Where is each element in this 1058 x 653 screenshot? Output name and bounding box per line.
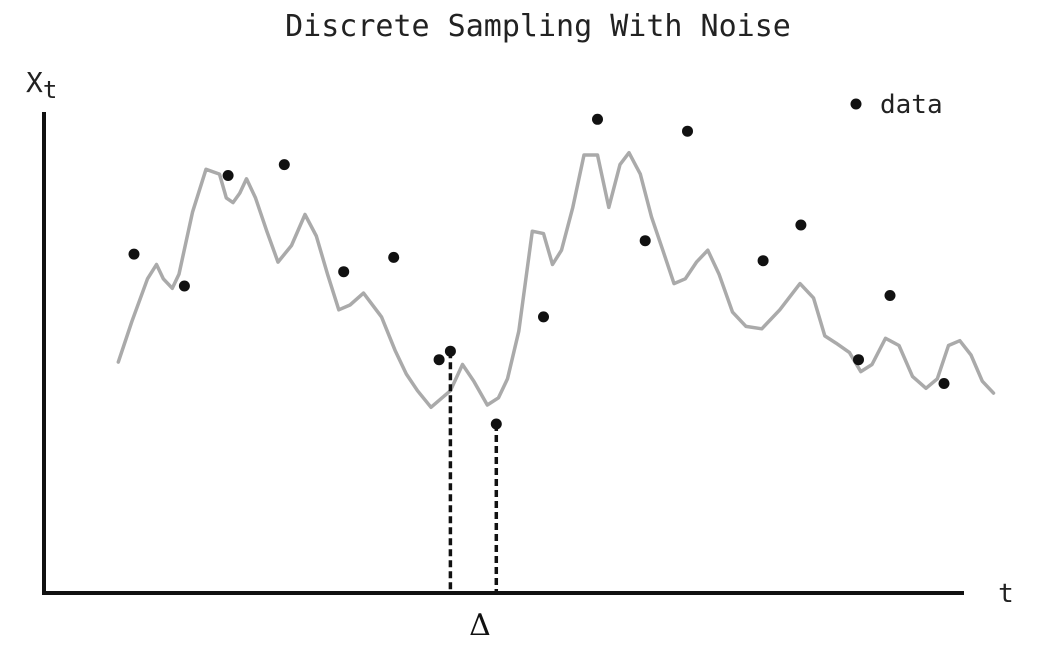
x-axis-label: t xyxy=(998,579,1014,609)
data-point xyxy=(682,125,693,137)
data-point xyxy=(278,159,290,171)
y-axis-label-base: X xyxy=(26,66,43,99)
data-point xyxy=(444,345,456,357)
delta-label: Δ xyxy=(469,608,491,643)
svg-text:Xt: Xt xyxy=(26,66,57,104)
process-layer xyxy=(116,150,996,410)
data-point xyxy=(884,290,896,301)
data-points xyxy=(128,113,950,430)
data-point xyxy=(128,248,140,260)
legend: data xyxy=(850,90,943,120)
y-axis-label-subscript: t xyxy=(43,76,57,104)
delta-annotation xyxy=(448,351,499,593)
data-point xyxy=(433,354,445,366)
legend-marker xyxy=(850,98,862,110)
data-point xyxy=(222,170,234,181)
chart-title: Discrete Sampling With Noise xyxy=(285,9,791,44)
data-point xyxy=(490,418,502,430)
data-point xyxy=(757,255,769,267)
process-line xyxy=(116,150,996,410)
data-point xyxy=(938,378,950,389)
y-axis-label: Xt xyxy=(26,66,57,104)
data-point xyxy=(853,354,864,366)
legend-label: data xyxy=(880,90,943,120)
data-point xyxy=(178,280,190,292)
data-point xyxy=(639,235,651,247)
axes xyxy=(42,112,964,595)
data-point xyxy=(388,251,400,263)
data-point xyxy=(338,266,350,278)
data-point xyxy=(538,311,549,323)
data-point xyxy=(795,219,807,231)
data-point xyxy=(592,113,603,125)
